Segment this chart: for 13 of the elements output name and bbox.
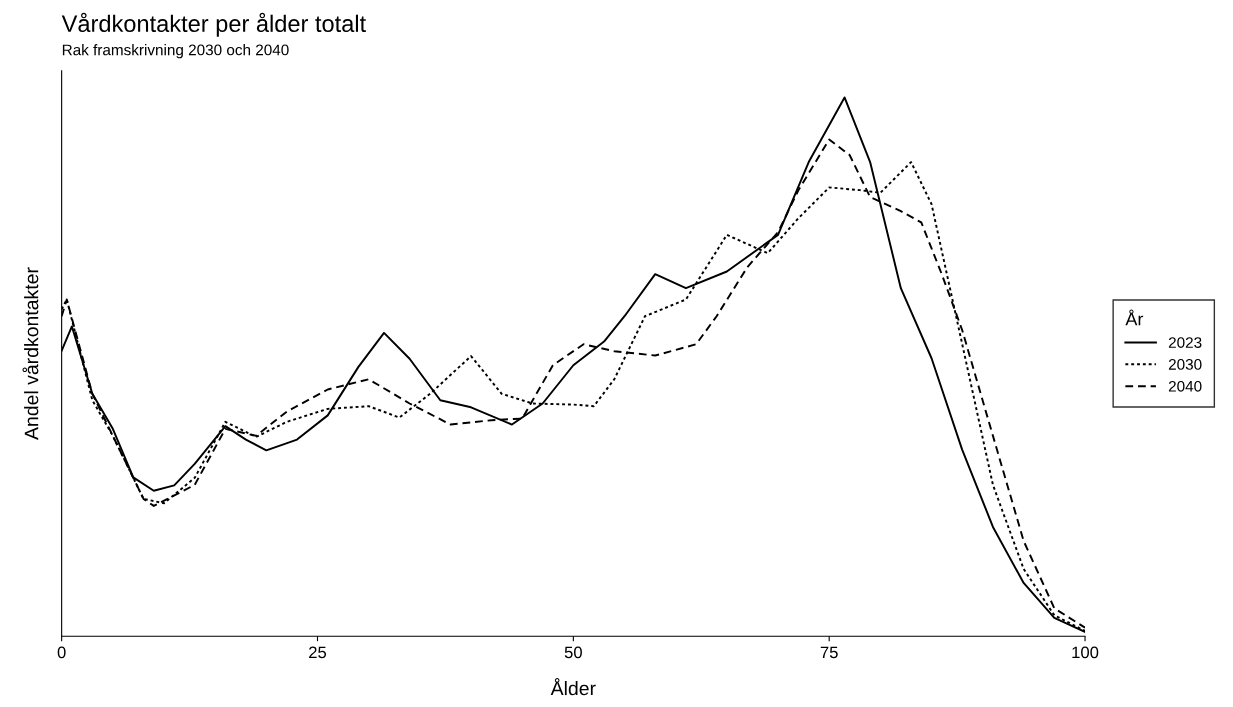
legend-label: 2023 bbox=[1168, 337, 1202, 348]
x-tick-label: 100 bbox=[1072, 646, 1099, 659]
legend-title: År bbox=[1125, 309, 1144, 326]
y-axis-title: Andel vårdkontakter bbox=[22, 267, 39, 440]
chart-subtitle: Rak framskrivning 2030 och 2040 bbox=[62, 44, 289, 59]
x-tick-label: 0 bbox=[57, 646, 66, 659]
legend-label: 2040 bbox=[1168, 380, 1202, 392]
legend-label: 2030 bbox=[1168, 359, 1202, 370]
x-tick-label: 75 bbox=[820, 646, 838, 659]
x-tick-label: 50 bbox=[564, 646, 582, 659]
x-tick-label: 25 bbox=[309, 646, 327, 659]
chart-title: Vårdkontakter per ålder totalt bbox=[61, 12, 366, 37]
x-axis-title: Ålder bbox=[550, 678, 596, 696]
